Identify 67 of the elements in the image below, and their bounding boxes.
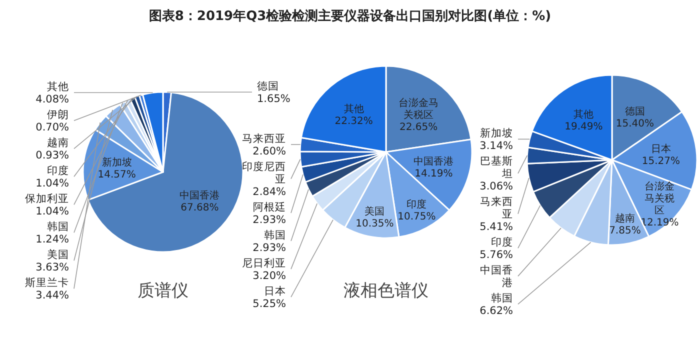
slice-label: 韩国 — [264, 228, 286, 242]
slice-label: 马来西亚 — [480, 195, 513, 221]
slice-label: 韩国 — [491, 292, 513, 305]
data-label: 1.04% — [36, 178, 70, 190]
slice-label: 印度尼西亚 — [242, 160, 286, 186]
data-label: 5.76% — [480, 249, 514, 262]
data-label: 10.75% — [398, 212, 436, 223]
slice-label: 印度 — [47, 164, 69, 178]
slice-label: 中国香港 — [414, 156, 454, 168]
slice-label: 其他 — [344, 102, 364, 115]
slice-label: 美国 — [47, 248, 69, 262]
slice-label: 台澎金马关税区 — [398, 97, 439, 122]
slice-label: 日本 — [650, 142, 671, 155]
data-label: 2.93% — [252, 242, 286, 254]
data-label: 1.24% — [36, 234, 70, 246]
data-label: 10.35% — [356, 218, 394, 230]
data-label: 1.04% — [36, 206, 70, 218]
slice-label: 日本 — [264, 284, 286, 298]
slice-label: 越南 — [47, 136, 69, 150]
data-label: 3.44% — [36, 290, 70, 302]
slice-label: 其他 — [47, 80, 69, 94]
slice-label: 尼日利亚 — [242, 256, 286, 270]
data-label: 6.62% — [480, 305, 514, 318]
slice-label: 印度 — [406, 198, 427, 211]
data-label: 5.25% — [252, 298, 286, 310]
text: 液相色谱仪 — [344, 281, 428, 301]
slice-label: 马来西亚 — [242, 132, 286, 146]
slice-label: 德国 — [624, 106, 645, 118]
slice-label: 德国 — [257, 80, 279, 93]
text: 图表8：2019年Q3检验检测主要仪器设备出口国别对比图(单位：%) — [148, 8, 552, 24]
data-label: 67.68% — [180, 202, 219, 214]
data-label: 2.84% — [252, 186, 286, 198]
data-label: 15.27% — [642, 156, 680, 167]
text: 质谱仪 — [138, 281, 188, 301]
slice-label: 韩国 — [47, 220, 69, 234]
slice-label: 保加利亚 — [25, 192, 69, 206]
data-label: 2.93% — [252, 214, 286, 226]
data-label: 14.57% — [98, 169, 136, 180]
slice-label: 中国香港 — [480, 264, 513, 290]
data-label: 3.06% — [480, 180, 514, 193]
data-label: 1.65% — [257, 93, 290, 106]
slice-label: 伊朗 — [47, 108, 69, 122]
slice-label: 新加坡 — [480, 126, 513, 140]
data-label: 3.14% — [480, 140, 514, 152]
data-label: 2.60% — [252, 146, 286, 158]
slice-label: 越南 — [614, 212, 635, 224]
slice-label: 斯里兰卡 — [25, 276, 69, 290]
slice-label: 巴基斯坦 — [480, 154, 513, 180]
data-label: 0.70% — [36, 122, 70, 134]
data-label: 3.63% — [36, 262, 70, 274]
slice-label: 印度 — [491, 236, 513, 249]
slice-label: 阿根廷 — [253, 202, 286, 214]
slice-label: 中国香港 — [180, 189, 220, 202]
data-label: 4.08% — [36, 94, 70, 106]
data-label: 5.41% — [480, 221, 514, 234]
data-label: 7.85% — [609, 225, 641, 236]
data-label: 15.40% — [616, 118, 654, 130]
data-label: 3.20% — [252, 270, 286, 282]
slice-label: 台澎金马关税区 — [644, 180, 675, 217]
slice-label: 其他 — [574, 108, 594, 121]
slice-label: 新加坡 — [102, 156, 132, 168]
data-label: 22.65% — [400, 122, 438, 134]
data-label: 22.32% — [334, 116, 373, 127]
data-label: 19.49% — [564, 122, 603, 133]
data-label: 14.19% — [414, 168, 453, 180]
data-label: 0.93% — [36, 150, 70, 162]
slice-label: 美国 — [364, 205, 385, 218]
